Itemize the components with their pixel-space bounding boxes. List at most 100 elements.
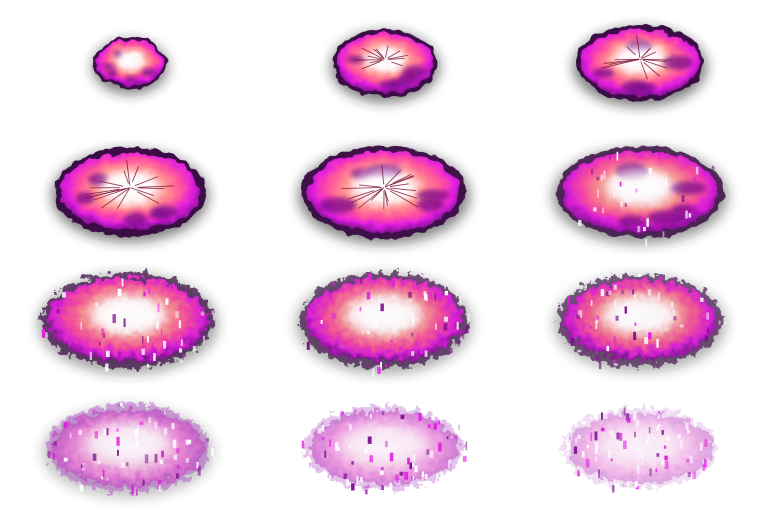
frame-core [346,295,422,334]
frame-speckle [395,474,399,483]
frame-speckle [603,170,606,180]
frame-speckle [624,306,627,314]
frame-speckle [92,453,97,461]
frame-speckle [389,482,393,491]
frame-speckle [206,437,209,443]
frame-speckle [359,278,363,285]
frame-spark [348,190,375,200]
frame-spark [137,191,160,205]
frame-speckle [411,332,414,337]
frame-speckle [106,428,109,436]
frame-speckle [120,402,123,407]
frame-speckle [589,479,594,484]
frame-blotch [346,55,366,64]
frame-speckle [202,335,206,343]
frame-speckle [623,407,626,416]
frame-speckle [320,320,323,325]
frame-spark [626,46,636,56]
frame-speckle [426,449,430,455]
frame-speckle [102,333,106,338]
frame-spark [387,54,408,60]
frame-speckle [613,478,616,482]
frame-speckle [172,439,177,448]
frame-speckle [56,308,60,314]
explosion-frame-9 [553,273,727,373]
frame-spark [384,45,389,58]
frame-speckle [595,446,598,455]
frame-speckle [635,480,638,488]
frame-spark [94,188,126,201]
frame-speckle [121,462,125,468]
frame-speckle [443,323,448,331]
frame-speckle [142,479,145,487]
frame-speckle [692,471,697,479]
frame-speckle [657,292,660,302]
explosion-frame-2 [330,29,440,103]
frame-speckle [439,471,444,477]
frame-speckle [619,181,622,187]
frame-speckle [570,337,575,346]
frame-speckle [588,325,592,330]
frame-speckle [213,453,215,462]
frame-speckle [626,481,630,487]
frame-core [341,423,427,463]
frame-spark [384,175,414,188]
frame-speckle [718,320,721,325]
frame-speckle [202,306,205,312]
frame-speckle [640,215,643,221]
frame-speckle [161,450,165,458]
frame-speckle [176,473,180,479]
frame-speckle [680,439,683,449]
frame-speckle [693,419,697,428]
frame-spark [601,58,640,69]
frame-speckle [457,337,460,347]
frame-speckle [436,473,439,480]
frame-speckle [600,174,603,181]
frame-spark [603,58,639,64]
frame-speckle [635,486,639,490]
frame-speckle [642,226,646,232]
frame-speckle [437,420,441,425]
frame-speckle [116,428,119,432]
frame-speckle [590,432,593,442]
frame-speckle [346,479,350,486]
frame-speckle [438,292,442,301]
frame-speckle [106,477,109,481]
frame-speckle [99,341,101,346]
frame-speckle [153,353,156,361]
frame-speckle [407,457,410,465]
frame-speckle [573,330,578,340]
frame-speckle [594,431,598,441]
frame-speckle [434,293,437,301]
frame-core [606,169,674,204]
frame-speckle [421,474,425,480]
frame-speckle [665,436,670,441]
frame-speckle [632,289,635,295]
frame-speckle [596,176,600,181]
frame-speckle [623,440,627,450]
frame-speckle [672,309,675,314]
frame-speckle [317,427,322,434]
frame-speckle [633,293,637,299]
frame-speckle [637,317,641,323]
frame-blotch [592,68,615,78]
frame-speckle [602,207,604,214]
frame-speckle [301,440,305,449]
frame-speckle [635,419,640,427]
frame-speckle [139,421,144,425]
frame-speckle [664,460,669,470]
frame-speckle [372,367,375,377]
frame-spark [138,187,165,190]
explosion-frame-7 [37,272,219,375]
frame-speckle [185,439,190,445]
frame-speckle [723,317,726,325]
frame-speckle [164,427,168,436]
explosion-frame-11 [301,406,468,495]
frame-speckle [408,292,412,298]
frame-speckle [657,424,661,428]
frame-core [117,51,143,69]
frame-speckle [334,442,339,451]
frame-speckle [343,473,348,480]
frame-speckle [609,430,614,436]
frame-speckle [63,457,68,462]
